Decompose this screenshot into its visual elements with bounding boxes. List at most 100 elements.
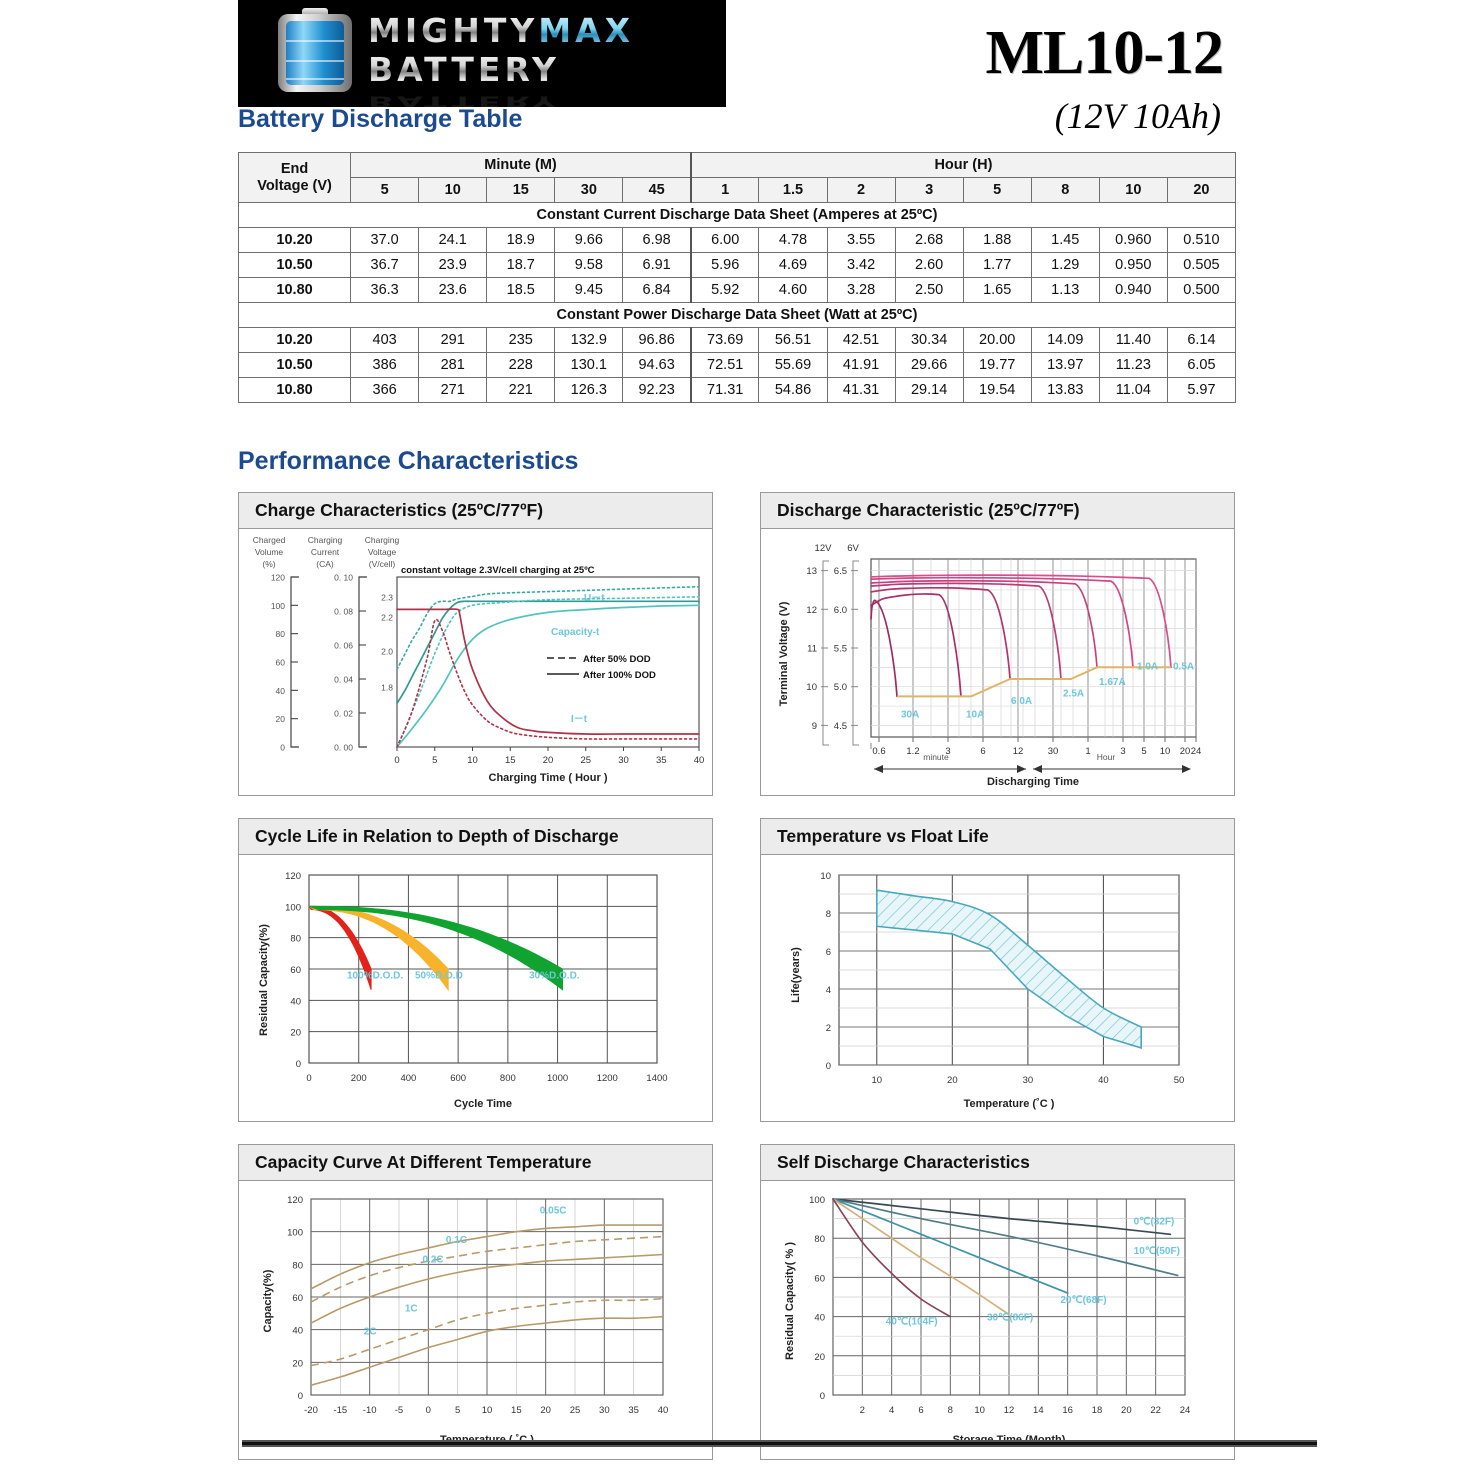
x-tick-label: -5 <box>395 1405 403 1416</box>
battery-segment-divider <box>286 60 344 62</box>
logo-text-battery: BATTERY <box>368 50 560 89</box>
constant-current-end-voltage: 10.20 <box>237 227 352 253</box>
constant-current-value: 0.950 <box>1098 252 1168 278</box>
table-row: 10.80 366 271 221 126.3 92.23 71.31 54.86 41.31 2… <box>237 377 1237 403</box>
constant-current-value: 2.50 <box>894 277 964 303</box>
tick-label: 120 <box>271 573 285 583</box>
discharge-time-arrows <box>874 765 1191 773</box>
discharge-curve-0-5a <box>870 574 1172 669</box>
table-row: 10.80 36.3 23.6 18.5 9.45 6.84 5.92 4.60 3.28 2.5… <box>237 277 1237 303</box>
x-tick-label: 15 <box>505 755 516 766</box>
panel-title-cycle-life: Cycle Life in Relation to Depth of Disch… <box>239 819 712 855</box>
performance-characteristics-heading: Performance Characteristics <box>238 447 579 475</box>
y-tick-label: 60 <box>290 965 301 976</box>
chart-self-discharge: Residual Capacity( % ) 2 4 6 8 10 12 14 16 18 20 2… <box>761 1181 1234 1459</box>
constant-current-value: 0.510 <box>1166 227 1237 253</box>
battery-segment-divider <box>286 78 344 80</box>
self-discharge-curves <box>832 1198 1179 1318</box>
tick-label: 9 <box>812 721 817 732</box>
section-constant-power: Constant Power Discharge Data Sheet (Wat… <box>238 302 1236 328</box>
y-tick-label: 20 <box>814 1352 825 1363</box>
x-tick-label: 0.6 <box>872 746 885 757</box>
constant-power-value: 13.83 <box>1030 377 1100 403</box>
current-label-2-5a: 2.5A <box>1063 688 1084 699</box>
y-tick-label: 0 <box>826 1061 831 1072</box>
y-tick-label: 40 <box>292 1326 303 1337</box>
self-discharge-curve-0-32f- <box>832 1198 1172 1236</box>
x-tick-label: 35 <box>656 755 667 766</box>
capacity-curve-svg: Capacity(%) -20 -15 -10 -5 0 5 10 15 20 25 30 35 40 0… <box>262 1195 668 1446</box>
temp-label-40-104f-: 40℃(104F) <box>886 1316 938 1327</box>
constant-current-end-voltage: 10.50 <box>237 252 352 278</box>
tick-label: 1.8 <box>381 683 393 693</box>
y-tick-label: 20 <box>292 1358 303 1369</box>
tick-label: 11 <box>807 644 817 655</box>
y-tick-label: 120 <box>285 871 301 882</box>
legend-label-100dod: After 100% DOD <box>583 670 656 681</box>
constant-current-value: 6.00 <box>689 227 760 253</box>
constant-power-value: 96.86 <box>622 327 692 353</box>
float-life-band <box>876 889 1142 1049</box>
constant-current-value: 6.84 <box>622 277 692 303</box>
discharge-y-axis-label: Terminal Voltage (V) <box>778 601 790 706</box>
x-tick-label: 3 <box>1120 746 1125 757</box>
cycle-band-100-d-o-d- <box>308 905 372 990</box>
constant-power-value: 41.91 <box>826 352 896 378</box>
header-hour-8: 8 <box>1030 177 1100 203</box>
x-tick-label: 800 <box>500 1073 516 1084</box>
constant-current-value: 9.45 <box>554 277 624 303</box>
tick-label: 0. 04 <box>334 675 353 685</box>
discharge-curve-10a <box>870 593 962 698</box>
constant-current-value: 24.1 <box>418 227 488 253</box>
constant-power-value: 73.69 <box>689 327 760 353</box>
charge-x-axis-label: Charging Time ( Hour ) <box>489 772 608 784</box>
table-row: 10.20 403 291 235 132.9 96.86 73.69 56.51 42.51 3… <box>237 327 1237 353</box>
x-tick-label: 0 <box>394 755 399 766</box>
x-tick-label: 10 <box>467 755 478 766</box>
tick-label: 4.5 <box>834 721 847 732</box>
current-label-6-0a: 6.0A <box>1011 696 1032 707</box>
chart-temperature-float-life: Life(years) 10 20 30 40 50 0 2 4 6 8 10 Temperatur… <box>761 855 1234 1121</box>
x-tick-label: 24 <box>1180 1405 1191 1416</box>
tick-label: 13 <box>806 566 817 577</box>
x-tick-label: 6 <box>918 1405 923 1416</box>
y-tick-label: 100 <box>285 902 301 913</box>
tick-label: 10 <box>806 682 817 693</box>
tick-label: 0. 08 <box>334 607 353 617</box>
logo-text-mighty: MIGHTY <box>368 11 539 50</box>
battery-discharge-table-subtitle: Battery Discharge Table <box>238 105 523 133</box>
constant-power-value: 41.31 <box>826 377 896 403</box>
table-row: 10.50 36.7 23.9 18.7 9.58 6.91 5.96 4.69 3.42 2.6… <box>237 252 1237 278</box>
logo-text-max: MAX <box>538 11 635 50</box>
y-tick-label: 10 <box>820 871 831 882</box>
self-discharge-curve-20-68f- <box>832 1198 1069 1294</box>
header-end-voltage: End Voltage (V) <box>237 152 352 203</box>
y-tick-label: 100 <box>287 1228 303 1239</box>
table-header-cols-row: 5 10 15 30 45 1 1.5 2 3 5 8 10 20 <box>239 177 1237 203</box>
constant-power-value: 386 <box>350 352 420 378</box>
float-life-y-axis-label: Life(years) <box>790 947 802 1003</box>
cycle-life-axes: 0 200 400 600 800 1000 1200 1400 0 20 40 60 80 100 120 <box>285 871 667 1084</box>
axis2-label-l3: (CA) <box>316 559 334 569</box>
x-tick-label: 30 <box>1048 746 1059 757</box>
y-header-6v: 6V <box>847 543 859 554</box>
capacity-curve-1c <box>310 1297 664 1367</box>
constant-power-end-voltage: 10.20 <box>237 327 352 353</box>
constant-power-value: 29.14 <box>894 377 964 403</box>
tick-label: 0. 00 <box>334 743 353 753</box>
x-tick-label: 400 <box>400 1073 416 1084</box>
constant-current-value: 0.505 <box>1166 252 1237 278</box>
constant-current-value: 18.5 <box>486 277 556 303</box>
capacity-grid <box>310 1198 664 1396</box>
curve-capacity-t-after-100-dod- <box>396 604 700 748</box>
discharge-current-labels: 30A 10A 6.0A 2.5A 1.67A 1.0A 0.5A <box>901 661 1194 720</box>
axis1-label-l1: Charged <box>253 535 286 545</box>
discharge-table-body: Constant Current Discharge Data Sheet (A… <box>237 202 1237 403</box>
charge-legend: After 50% DOD After 100% DOD <box>547 654 656 681</box>
constant-power-value: 92.23 <box>622 377 692 403</box>
x-tick-label: 35 <box>628 1405 639 1416</box>
constant-power-value: 366 <box>350 377 420 403</box>
x-tick-label: 16 <box>1062 1405 1073 1416</box>
header-end-voltage-line2: Voltage (V) <box>257 177 332 194</box>
x-tick-label: 10 <box>871 1075 882 1086</box>
